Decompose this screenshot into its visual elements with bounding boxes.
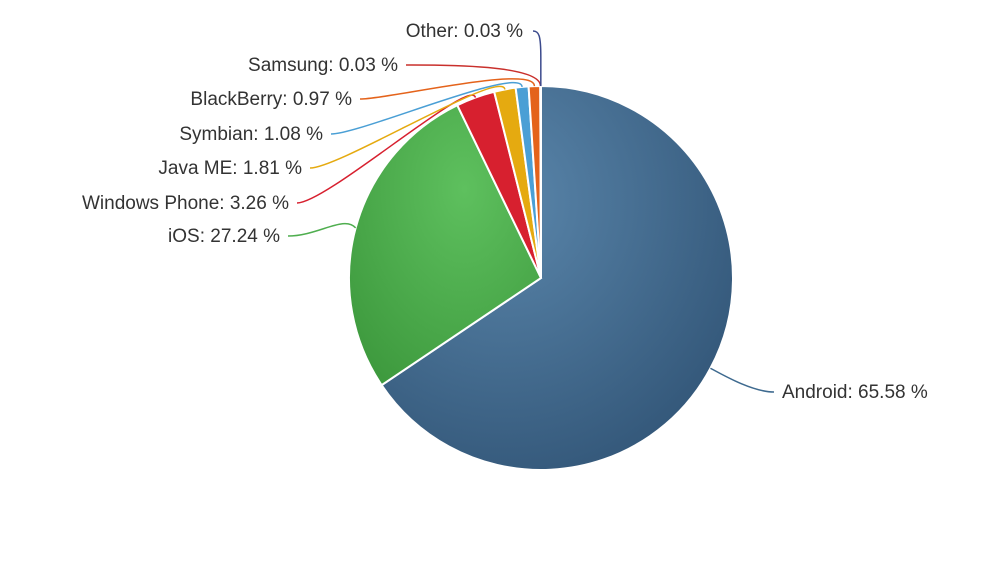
label-other: Other: 0.03 % xyxy=(406,21,523,42)
label-symbian: Symbian: 1.08 % xyxy=(179,124,323,145)
label-samsung: Samsung: 0.03 % xyxy=(248,55,398,76)
slice-ios[interactable] xyxy=(348,103,543,387)
connector-java-me xyxy=(309,85,506,169)
label-java-me: Java ME: 1.81 % xyxy=(158,158,302,179)
label-android: Android: 65.58 % xyxy=(782,382,928,403)
label-blackberry: BlackBerry: 0.97 % xyxy=(190,89,352,110)
connector-symbian xyxy=(330,81,523,135)
connector-ios xyxy=(287,222,357,237)
pie-slices xyxy=(348,84,734,471)
connector-other xyxy=(532,30,542,87)
data-labels: Android: 65.58 % iOS: 27.24 % Windows Phon… xyxy=(82,21,928,403)
label-windows-phone: Windows Phone: 3.26 % xyxy=(82,193,289,214)
label-ios: iOS: 27.24 % xyxy=(168,226,280,247)
connector-blackberry xyxy=(359,78,536,100)
label-connectors xyxy=(287,30,775,393)
connector-samsung xyxy=(405,64,542,87)
connector-android xyxy=(710,367,775,393)
slice-android[interactable] xyxy=(380,84,734,471)
